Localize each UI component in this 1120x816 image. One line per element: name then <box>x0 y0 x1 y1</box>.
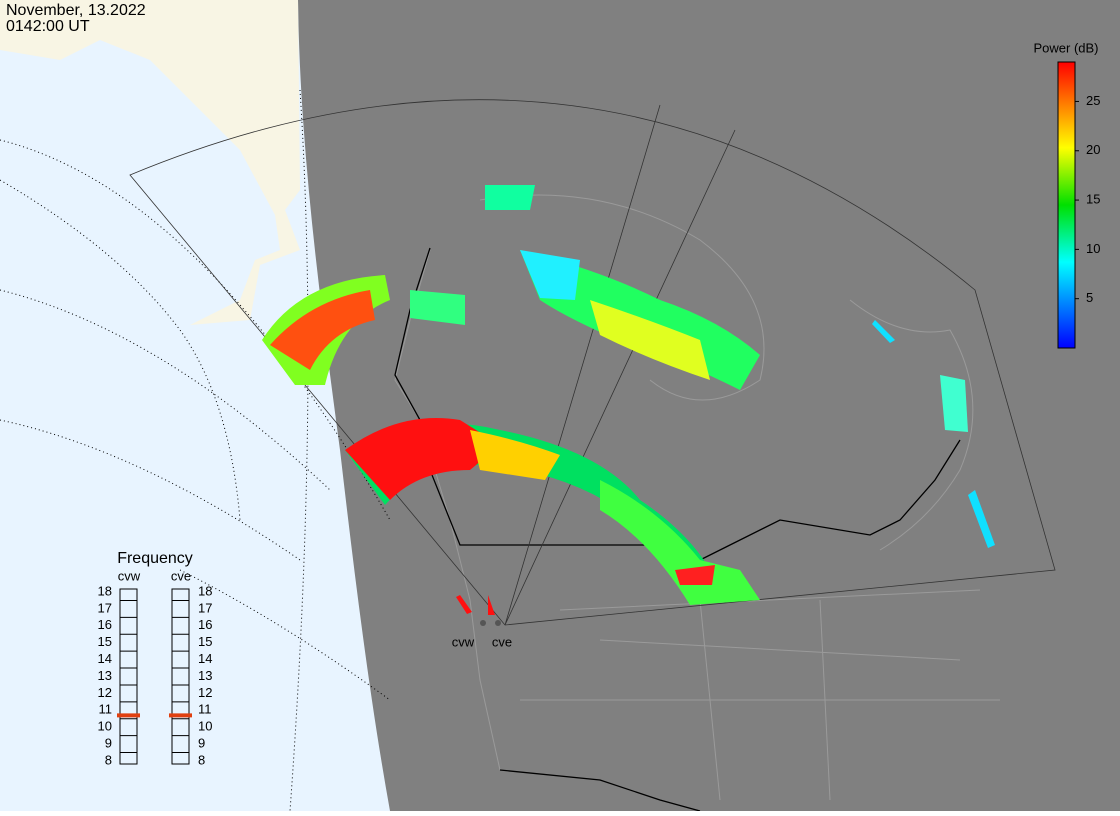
frequency-title: Frequency <box>117 550 193 567</box>
colorbar-title: Power (dB) <box>1033 40 1098 55</box>
frequency-box <box>171 588 190 765</box>
frequency-tick-label: 11 <box>99 702 113 717</box>
station-label: cvw <box>452 634 475 649</box>
frequency-tick-label: 15 <box>198 634 212 649</box>
frequency-tick-label: 16 <box>98 617 112 632</box>
colorbar-tick-label: 5 <box>1086 290 1093 305</box>
frequency-tick-label: 17 <box>198 600 212 615</box>
frequency-tick-label: 18 <box>98 583 112 598</box>
frequency-tick-label: 13 <box>98 668 112 683</box>
frequency-tick-label: 15 <box>98 634 112 649</box>
frequency-tick-label: 12 <box>98 685 112 700</box>
time-label: 0142:00 UT <box>6 18 90 35</box>
colorbar-tick-label: 10 <box>1086 241 1100 256</box>
frequency-tick-label: 12 <box>198 685 212 700</box>
frequency-tick-label: 8 <box>198 752 205 767</box>
frequency-box <box>119 588 138 765</box>
frequency-tick-label: 8 <box>105 752 112 767</box>
station-cvw <box>480 620 486 626</box>
frequency-tick-label: 13 <box>198 668 212 683</box>
date-label: November, 13.2022 <box>6 2 146 19</box>
station-label: cve <box>492 634 512 649</box>
frequency-tick-label: 16 <box>198 617 212 632</box>
frequency-tick-label: 17 <box>98 600 112 615</box>
colorbar-tick-label: 15 <box>1086 192 1100 207</box>
frequency-tick-label: 11 <box>198 702 212 717</box>
radar-backscatter <box>262 185 995 615</box>
colorbar-tick-label: 25 <box>1086 93 1100 108</box>
frequency-tick-label: 10 <box>98 719 112 734</box>
frequency-tick-label: 9 <box>105 736 112 751</box>
colorbar <box>1057 61 1076 349</box>
radar-name: cve <box>171 568 191 583</box>
frequency-tick-label: 14 <box>98 651 112 666</box>
frequency-tick-label: 18 <box>198 583 212 598</box>
frequency-tick-label: 14 <box>198 651 212 666</box>
frequency-tick-label: 9 <box>198 736 205 751</box>
station-cve <box>495 620 501 626</box>
frequency-tick-label: 10 <box>198 719 212 734</box>
colorbar-tick-label: 20 <box>1086 142 1100 157</box>
radar-name: cvw <box>118 568 141 583</box>
